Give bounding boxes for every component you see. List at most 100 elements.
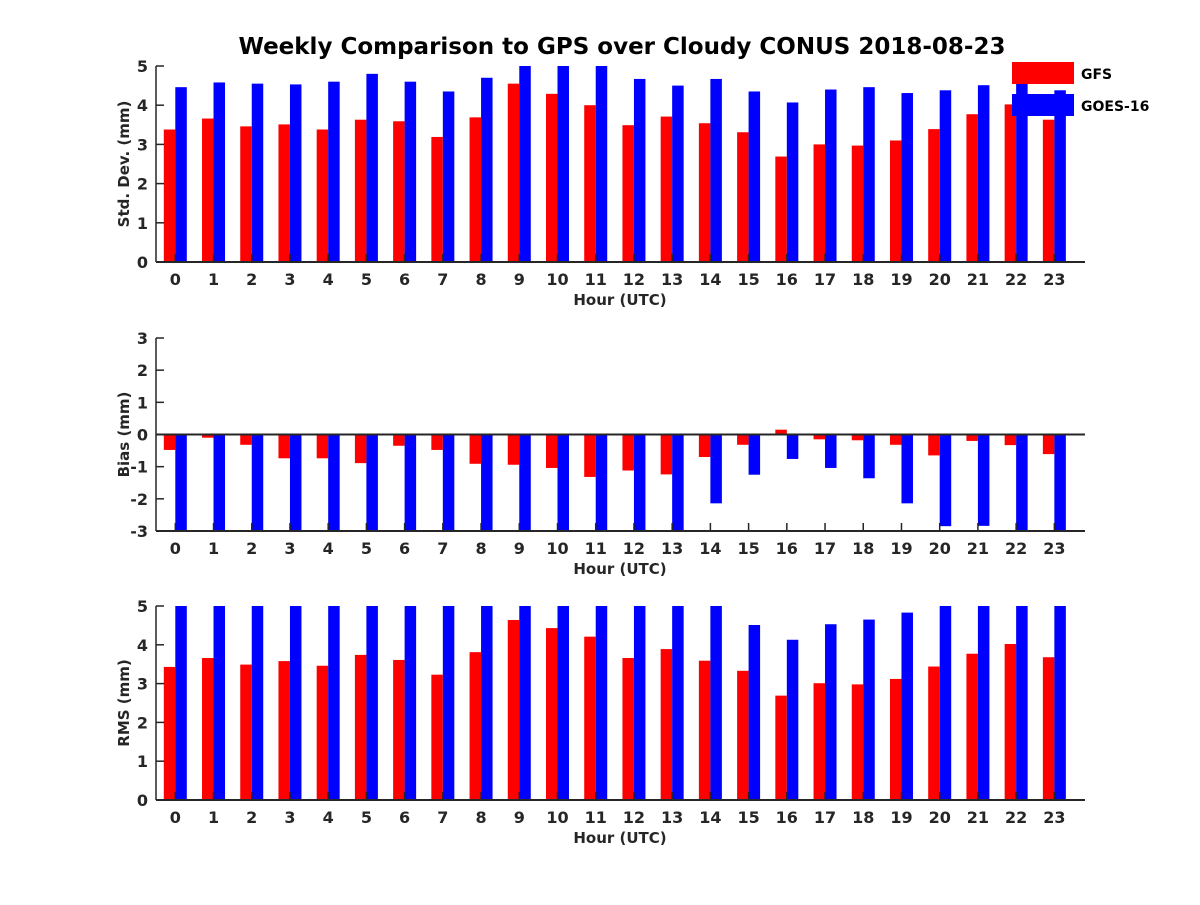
bar-gfs-2 <box>240 664 252 800</box>
bar-gfs-7 <box>431 136 443 262</box>
bar-goes-16-14 <box>710 434 722 504</box>
bar-goes-16-14 <box>710 78 722 262</box>
x-tick-label: 15 <box>737 270 759 289</box>
bar-gfs-5 <box>354 434 367 464</box>
bar-goes-16-20 <box>939 90 952 262</box>
bar-gfs-18 <box>851 145 864 262</box>
bar-gfs-8 <box>469 434 482 464</box>
bar-gfs-20 <box>928 666 940 800</box>
x-tick-label: 10 <box>546 270 568 289</box>
bar-goes-16-9 <box>519 606 531 800</box>
x-tick-label: 18 <box>852 808 874 827</box>
bar-goes-16-4 <box>328 434 340 531</box>
bar-gfs-13 <box>660 649 673 800</box>
y-axis-label: RMS (mm) <box>115 659 133 746</box>
bar-gfs-1 <box>202 434 214 438</box>
bar-gfs-19 <box>889 140 902 262</box>
y-tick-label: 5 <box>137 57 148 76</box>
x-tick-label: 17 <box>814 808 836 827</box>
bar-gfs-4 <box>316 129 329 262</box>
bar-gfs-9 <box>507 83 520 262</box>
bar-goes-16-8 <box>481 606 493 800</box>
bar-goes-16-6 <box>404 434 417 531</box>
bar-gfs-1 <box>202 657 214 800</box>
x-tick-label: 18 <box>852 270 874 289</box>
x-tick-label: 23 <box>1043 808 1065 827</box>
bar-gfs-3 <box>278 124 290 262</box>
bar-goes-16-19 <box>901 612 913 800</box>
bar-goes-16-5 <box>366 606 378 800</box>
legend-label: GOES-16 <box>1081 99 1149 115</box>
bar-gfs-15 <box>737 132 749 262</box>
bar-goes-16-8 <box>481 434 493 531</box>
x-tick-label: 12 <box>623 539 645 558</box>
x-tick-label: 6 <box>399 539 410 558</box>
bar-gfs-11 <box>584 636 596 800</box>
bar-goes-16-16 <box>786 434 799 459</box>
bar-gfs-11 <box>584 434 596 477</box>
x-tick-label: 7 <box>437 539 448 558</box>
x-tick-label: 23 <box>1043 270 1065 289</box>
bar-gfs-18 <box>851 684 864 800</box>
bar-goes-16-11 <box>595 606 608 800</box>
bar-goes-16-15 <box>748 91 761 262</box>
y-tick-label: 3 <box>137 675 148 694</box>
bar-gfs-10 <box>546 93 558 262</box>
x-tick-label: 4 <box>323 808 334 827</box>
bar-gfs-23 <box>1042 657 1055 800</box>
x-axis-label: Hour (UTC) <box>573 560 666 578</box>
bar-goes-16-9 <box>519 434 531 531</box>
bar-gfs-11 <box>584 105 596 262</box>
x-tick-label: 1 <box>208 539 219 558</box>
x-tick-label: 3 <box>284 808 295 827</box>
x-tick-label: 11 <box>585 270 607 289</box>
bar-goes-16-12 <box>633 78 646 262</box>
bar-gfs-9 <box>507 619 520 800</box>
bar-gfs-0 <box>163 666 176 800</box>
x-tick-label: 19 <box>890 808 912 827</box>
x-tick-label: 19 <box>890 270 912 289</box>
bar-goes-16-17 <box>825 434 837 468</box>
bar-gfs-16 <box>775 156 787 262</box>
bar-goes-16-7 <box>442 606 455 800</box>
bar-gfs-17 <box>813 434 826 440</box>
x-tick-label: 9 <box>514 270 525 289</box>
bar-goes-16-11 <box>595 434 608 531</box>
x-tick-label: 6 <box>399 808 410 827</box>
bar-goes-16-1 <box>213 82 226 263</box>
x-tick-label: 21 <box>967 270 989 289</box>
bar-goes-16-16 <box>786 639 799 800</box>
bar-goes-16-0 <box>175 606 187 800</box>
bar-goes-16-21 <box>977 434 990 526</box>
bar-goes-16-23 <box>1054 434 1066 531</box>
x-tick-label: 22 <box>1005 539 1027 558</box>
bar-gfs-22 <box>1004 104 1017 262</box>
x-tick-label: 9 <box>514 539 525 558</box>
bar-goes-16-0 <box>175 87 187 262</box>
x-axis-label: Hour (UTC) <box>573 291 666 309</box>
bar-gfs-3 <box>278 434 290 459</box>
y-axis-label: Std. Dev. (mm) <box>115 101 133 228</box>
bar-gfs-14 <box>698 434 711 458</box>
x-tick-label: 8 <box>475 808 486 827</box>
legend-swatch-gfs <box>1012 62 1074 84</box>
bar-gfs-2 <box>240 126 252 263</box>
bar-goes-16-1 <box>213 606 226 800</box>
bar-goes-16-3 <box>289 84 302 262</box>
bar-gfs-10 <box>546 434 558 468</box>
bar-goes-16-18 <box>863 434 875 479</box>
x-tick-label: 3 <box>284 270 295 289</box>
x-tick-label: 12 <box>623 270 645 289</box>
bar-goes-16-10 <box>557 606 569 800</box>
bar-gfs-23 <box>1042 119 1055 262</box>
y-tick-label: 0 <box>137 791 148 810</box>
x-tick-label: 8 <box>475 270 486 289</box>
bar-goes-16-19 <box>901 434 913 504</box>
bar-goes-16-19 <box>901 93 913 262</box>
bar-goes-16-20 <box>939 434 952 527</box>
y-tick-label: -1 <box>130 458 148 477</box>
